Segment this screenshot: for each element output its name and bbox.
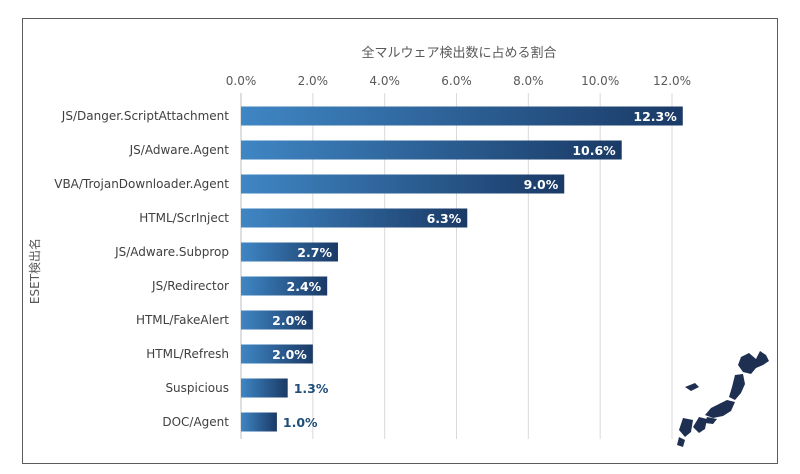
x-axis-ticks: 0.0% 2.0% 4.0% 6.0% 8.0% 10.0% 12.0% xyxy=(226,74,691,88)
category-label: VBA/TrojanDownloader.Agent xyxy=(54,177,229,191)
value-label: 6.3% xyxy=(427,211,462,226)
category-label: HTML/ScrInject xyxy=(139,211,229,225)
category-label: JS/Danger.ScriptAttachment xyxy=(61,109,229,123)
axis-title: 全マルウェア検出数に占める割合 xyxy=(361,45,556,61)
x-tick-label: 8.0% xyxy=(513,74,544,88)
category-label: DOC/Agent xyxy=(162,415,229,429)
category-label: JS/Adware.Subprop xyxy=(114,245,229,259)
value-label: 1.0% xyxy=(283,415,318,430)
value-label: 1.3% xyxy=(294,381,329,396)
bar xyxy=(241,344,313,364)
category-label: Suspicious xyxy=(165,381,229,395)
bar xyxy=(241,106,683,126)
x-tick-label: 4.0% xyxy=(369,74,400,88)
category-labels: JS/Danger.ScriptAttachment JS/Adware.Agen… xyxy=(54,109,229,429)
category-label: JS/Adware.Agent xyxy=(129,143,230,157)
x-tick-label: 12.0% xyxy=(653,74,691,88)
bars xyxy=(241,106,683,432)
y-axis-title: ESET検出名 xyxy=(27,238,42,304)
x-tick-label: 0.0% xyxy=(226,74,257,88)
bar xyxy=(241,378,288,398)
value-label: 2.4% xyxy=(287,279,322,294)
value-label: 9.0% xyxy=(524,177,559,192)
value-labels: 12.3% 10.6% 9.0% 6.3% 2.7% 2.4% 2.0% 2.0% 1.3% 1.… xyxy=(272,109,677,430)
chart-frame: 全マルウェア検出数に占める割合 0.0% 2.0% 4.0% 6.0% 8.0% 10.0… xyxy=(22,18,778,464)
value-label: 2.0% xyxy=(272,347,307,362)
category-label: JS/Redirector xyxy=(151,279,229,293)
bar xyxy=(241,276,328,296)
japan-map-icon xyxy=(677,351,769,447)
bar-chart: 全マルウェア検出数に占める割合 0.0% 2.0% 4.0% 6.0% 8.0% 10.0… xyxy=(27,45,769,447)
category-label: HTML/Refresh xyxy=(146,347,229,361)
bar xyxy=(241,174,565,194)
bar xyxy=(241,208,468,228)
value-label: 2.7% xyxy=(297,245,332,260)
x-tick-label: 2.0% xyxy=(298,74,329,88)
bar xyxy=(241,140,622,160)
x-tick-label: 6.0% xyxy=(441,74,472,88)
value-label: 10.6% xyxy=(572,143,616,158)
value-label: 12.3% xyxy=(633,109,677,124)
value-label: 2.0% xyxy=(272,313,307,328)
category-label: HTML/FakeAlert xyxy=(136,313,229,327)
bar xyxy=(241,412,277,432)
x-tick-label: 10.0% xyxy=(581,74,619,88)
bar xyxy=(241,242,338,262)
bar xyxy=(241,310,313,330)
